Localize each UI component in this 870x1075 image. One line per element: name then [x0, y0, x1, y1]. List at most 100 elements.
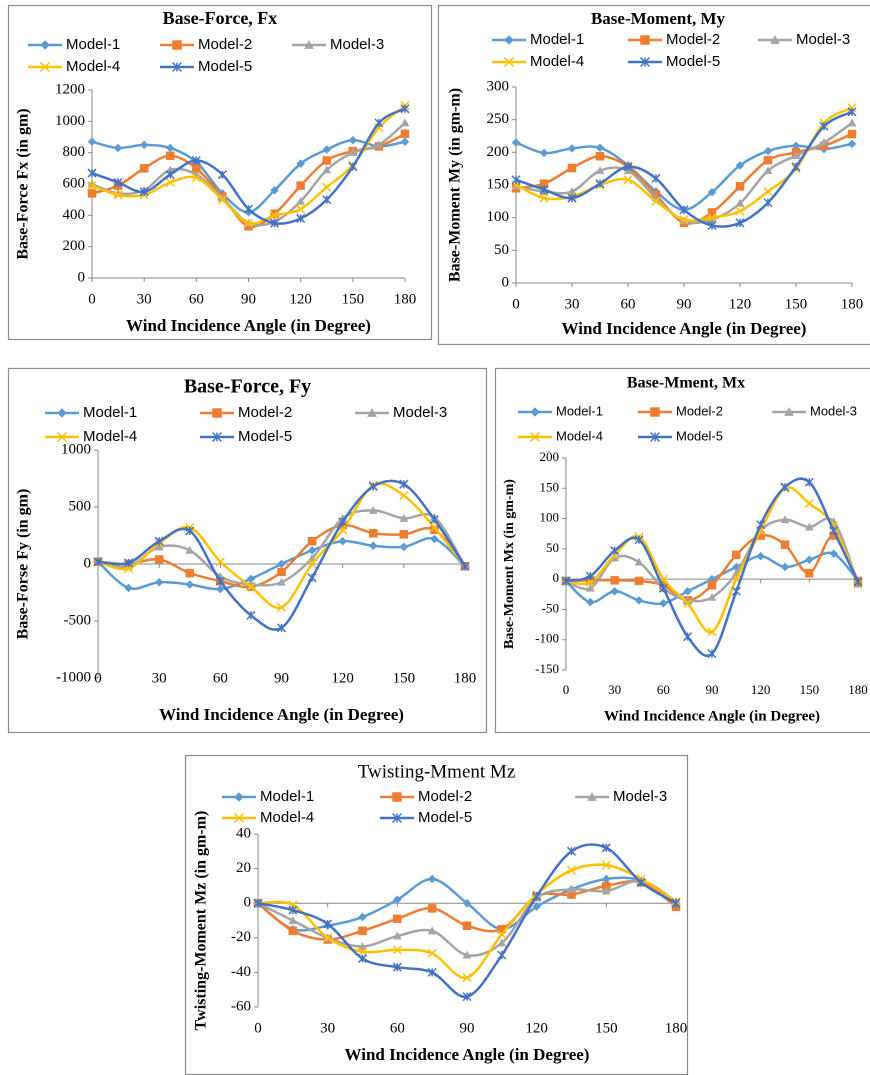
marker: [185, 545, 195, 554]
marker: [462, 898, 472, 908]
y-tick-label: 200: [63, 238, 86, 254]
marker: [585, 597, 595, 607]
marker: [392, 895, 402, 905]
marker: [427, 904, 437, 913]
marker: [462, 992, 472, 1002]
marker: [393, 914, 402, 924]
marker: [57, 408, 67, 418]
marker: [270, 185, 279, 195]
y-tick-label: 50: [546, 540, 559, 555]
marker: [322, 182, 332, 192]
marker: [307, 559, 317, 569]
legend-label: Model-5: [418, 809, 472, 826]
marker: [707, 627, 717, 637]
legend-label: Model-3: [796, 31, 850, 48]
marker: [154, 555, 164, 564]
marker: [124, 583, 133, 593]
marker: [819, 138, 829, 146]
marker: [763, 166, 773, 175]
marker: [497, 929, 507, 939]
y-axis-title: Twisting-Moment Mz (in gm-m): [193, 811, 210, 1031]
marker: [610, 546, 620, 556]
marker: [304, 39, 314, 49]
marker: [430, 534, 439, 544]
x-tick-label: 0: [94, 670, 102, 686]
marker: [399, 479, 409, 489]
marker: [847, 118, 857, 127]
marker: [829, 549, 839, 559]
legend-label: Model-3: [330, 36, 384, 53]
marker: [192, 164, 201, 173]
marker: [369, 528, 378, 538]
x-axis-title: Wind Incidence Angle (in Degree): [562, 319, 807, 338]
marker: [368, 505, 378, 514]
marker: [735, 206, 745, 216]
marker: [497, 950, 507, 960]
y-tick-label: 200: [540, 449, 560, 464]
marker: [651, 196, 661, 206]
x-axis-title: Wind Incidence Angle (in Degree): [159, 705, 404, 724]
legend-label: Model-1: [83, 404, 137, 421]
marker: [756, 520, 766, 530]
marker: [707, 580, 717, 590]
marker: [671, 898, 681, 908]
legend-label: Model-2: [198, 36, 252, 53]
legend-label: Model-3: [393, 404, 447, 421]
marker: [427, 948, 437, 958]
marker: [805, 568, 814, 578]
marker: [185, 580, 195, 589]
marker: [707, 592, 717, 601]
marker: [587, 791, 597, 801]
legend-label: Model-2: [418, 788, 472, 805]
x-tick-label: 150: [800, 682, 820, 697]
marker: [322, 195, 332, 205]
marker: [288, 905, 298, 915]
marker: [561, 576, 571, 586]
legend-label: Model-1: [260, 788, 314, 805]
marker: [623, 162, 633, 172]
chart-title: Base-Force, Fy: [184, 376, 311, 398]
marker: [215, 557, 225, 567]
x-tick-label: 60: [621, 296, 636, 312]
marker: [338, 536, 348, 546]
marker: [658, 583, 668, 593]
x-tick-label: 60: [189, 291, 204, 307]
y-tick-label: 20: [236, 860, 251, 876]
marker: [217, 170, 227, 180]
marker: [462, 950, 472, 959]
y-tick-label: 150: [487, 176, 510, 192]
marker: [154, 536, 164, 546]
marker: [532, 902, 542, 912]
y-tick-label: -1000: [56, 669, 91, 685]
marker: [348, 162, 358, 172]
x-tick-label: 90: [677, 296, 692, 312]
marker: [276, 623, 287, 633]
marker: [277, 577, 286, 586]
marker: [804, 477, 814, 487]
marker: [367, 407, 377, 417]
marker: [307, 573, 317, 583]
marker: [399, 513, 409, 522]
marker: [585, 571, 595, 581]
x-tick-label: 120: [525, 1020, 548, 1036]
marker: [731, 586, 741, 596]
x-tick-label: 120: [289, 291, 312, 307]
y-tick-label: 1200: [55, 81, 85, 97]
marker: [185, 526, 195, 536]
x-tick-label: 150: [595, 1020, 618, 1036]
marker: [732, 550, 741, 560]
marker: [399, 530, 409, 539]
marker: [595, 166, 605, 175]
marker: [171, 61, 183, 73]
marker: [392, 931, 402, 940]
marker: [566, 846, 577, 856]
legend-label: Model-1: [66, 36, 120, 53]
marker: [139, 140, 149, 150]
marker: [113, 190, 123, 200]
x-tick-label: 180: [841, 296, 864, 312]
chart: Base-Force, Fx 0 200 400 600 800 1000 1200 0 30 60…: [7, 4, 433, 341]
marker: [529, 431, 541, 443]
marker: [756, 551, 766, 561]
marker: [735, 218, 745, 228]
marker: [539, 148, 549, 158]
